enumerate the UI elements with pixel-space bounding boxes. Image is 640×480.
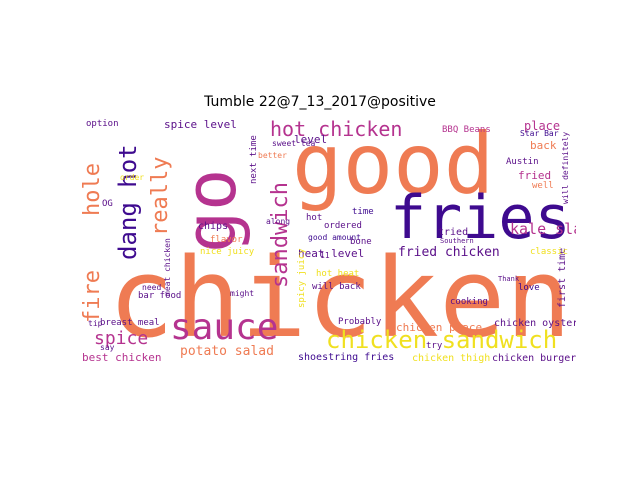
word-spicy-juicy: spicy juicy [297,248,307,308]
word-hot: hot [306,213,323,223]
word-potato-salad: potato salad [180,344,274,359]
word-will-back: will back [312,282,361,292]
word-cooking: cooking [450,297,488,307]
word-shoestring-fries: shoestring fries [298,352,395,363]
word-might: might [230,289,255,298]
word-order: order [120,173,145,182]
word-tip: tip [88,319,103,328]
word-bbq-beans: BBQ Beans [442,125,491,135]
word-chicken-burger: chicken burger [492,353,576,364]
word-probably: Probably [338,317,382,327]
word-will-definitely: will definitely [561,131,570,204]
word-fire: fire [80,270,105,323]
word-spice: spice [94,328,149,349]
word-breast-meal: breast meal [100,318,160,328]
word-kale-slaw: kale slaw [510,220,576,238]
word-fries: fries [390,183,571,253]
word-place: place [524,119,561,133]
word-hot-chicken: hot chicken [270,118,403,141]
word-nice-juicy: nice juicy [200,247,255,257]
word-sandwich: sandwich [268,182,293,288]
word-star-bar: Star Bar [520,129,559,138]
word-meat-chicken: meat chicken [163,238,172,296]
word-fried-chicken: fried chicken [398,245,500,260]
word-spice-level: spice level [164,118,237,131]
word-say: say [100,343,115,352]
word-back: back [530,139,557,152]
word-chicken-place: chicken place [396,321,483,334]
word-tried: tried [438,227,469,238]
word-best-chicken: best chicken [82,351,162,364]
word-ordered: ordered [324,221,362,231]
word-cloud: chicken good go fries sauce chicken sand… [80,118,576,366]
word-well: well [532,181,554,191]
word-try: try [426,341,443,351]
word-chicken: chicken [108,234,572,362]
word-chicken-sandwich: chicken sandwich [326,326,558,354]
word-bar-food: bar food [138,291,182,301]
plot-title: Tumble 22@7_13_2017@positive [204,94,436,110]
word-dang-hot: dang hot [114,144,142,260]
word-chicken-thigh: chicken thigh [412,353,491,364]
word-heat-level: heat level [298,247,365,260]
word-southern: Southern [440,237,474,245]
word-good-amount: good amount [308,233,361,242]
word-better: better [258,151,287,160]
word-sauce: sauce [170,307,279,348]
word-good: good [292,118,495,213]
word-level: level [294,133,328,146]
word-thank: Thank [498,275,520,283]
word-love: love [518,283,540,293]
word-next-time: next time [249,135,259,184]
word-really: really [148,156,173,236]
word-eleven: 11 [320,251,330,260]
word-hole: hole [80,163,105,216]
word-option: option [86,119,119,129]
word-fried: fried [518,169,552,182]
word-flavor: flavor [210,235,243,245]
word-og: OG [102,199,113,209]
word-chicken-oysters: chicken oysters [494,318,576,329]
word-chips: chips [198,221,229,232]
word-bone: bone [350,237,372,247]
word-hot-heat: hot heat [316,269,360,279]
word-austin: Austin [506,157,539,167]
word-classic: classic [530,247,568,257]
word-along: along [266,217,291,226]
word-need: need [142,283,162,292]
word-time: time [352,207,374,217]
word-sweet-tea: sweet tea [272,139,316,148]
